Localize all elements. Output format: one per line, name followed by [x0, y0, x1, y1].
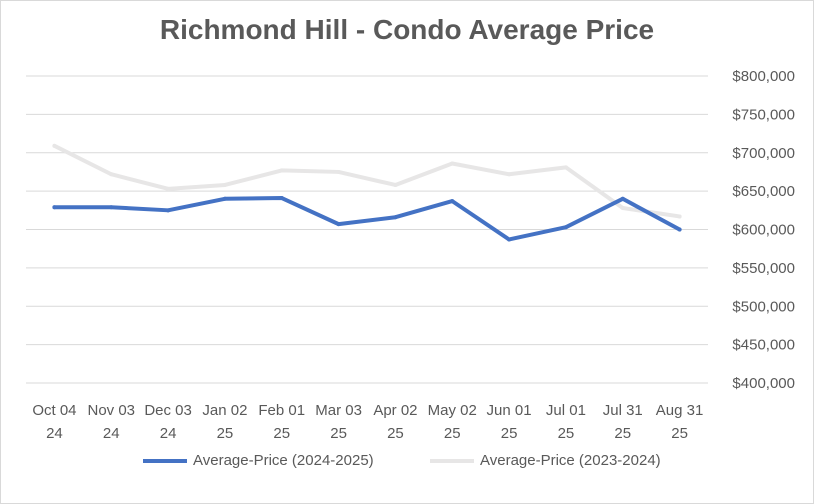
data-point: [507, 172, 512, 177]
x-tick-label: 25: [558, 425, 575, 442]
x-tick-label: Oct 04: [32, 402, 76, 419]
data-point: [393, 182, 398, 187]
x-tick-label: 25: [501, 425, 518, 442]
y-tick-label: $600,000: [732, 222, 795, 239]
x-tick-label: 25: [387, 425, 404, 442]
data-point: [166, 186, 171, 191]
x-tick-label: 24: [103, 425, 120, 442]
x-tick-label: 25: [273, 425, 290, 442]
x-tick-label: 24: [160, 425, 177, 442]
x-tick-label: 25: [217, 425, 234, 442]
x-tick-label: Jul 01: [546, 402, 586, 419]
data-point: [222, 182, 227, 187]
data-point: [279, 168, 284, 173]
legend-item: Average-Price (2023-2024): [430, 452, 661, 469]
x-tick-label: May 02: [428, 402, 477, 419]
x-tick-label: Aug 31: [656, 402, 704, 419]
data-point: [450, 199, 455, 204]
x-tick-label: 25: [671, 425, 688, 442]
x-tick-label: Feb 01: [258, 402, 305, 419]
x-tick-label: Dec 03: [144, 402, 192, 419]
data-point: [450, 161, 455, 166]
data-point: [336, 222, 341, 227]
x-tick-label: Nov 03: [87, 402, 135, 419]
y-tick-label: $650,000: [732, 183, 795, 200]
x-tick-label: Apr 02: [373, 402, 417, 419]
y-tick-label: $450,000: [732, 337, 795, 354]
legend-swatch: [143, 458, 187, 463]
data-point: [620, 196, 625, 201]
x-tick-label: 25: [444, 425, 461, 442]
series-line: [52, 143, 682, 219]
y-tick-label: $800,000: [732, 68, 795, 85]
data-point: [52, 143, 57, 148]
x-tick-label: 25: [330, 425, 347, 442]
legend-label: Average-Price (2024-2025): [193, 452, 374, 469]
data-point: [166, 208, 171, 213]
y-tick-label: $700,000: [732, 145, 795, 162]
data-point: [109, 205, 114, 210]
data-point: [563, 225, 568, 230]
y-tick-label: $750,000: [732, 106, 795, 123]
data-point: [393, 215, 398, 220]
data-point: [52, 205, 57, 210]
x-tick-label: 25: [614, 425, 631, 442]
legend-label: Average-Price (2023-2024): [480, 452, 661, 469]
y-tick-label: $400,000: [732, 375, 795, 392]
y-tick-label: $500,000: [732, 298, 795, 315]
data-point: [563, 165, 568, 170]
data-point: [222, 196, 227, 201]
legend-swatch: [430, 458, 474, 463]
data-point: [109, 172, 114, 177]
chart-title: Richmond Hill - Condo Average Price: [159, 14, 655, 45]
data-point: [620, 206, 625, 211]
x-tick-label: Jun 01: [487, 402, 532, 419]
data-point: [677, 227, 682, 232]
x-tick-label: Mar 03: [315, 402, 362, 419]
legend-item: Average-Price (2024-2025): [143, 452, 374, 469]
series-line: [52, 196, 682, 242]
data-point: [336, 169, 341, 174]
x-tick-label: Jul 31: [603, 402, 643, 419]
data-point: [507, 237, 512, 242]
x-tick-label: 24: [46, 425, 63, 442]
data-point: [677, 214, 682, 219]
x-tick-label: Jan 02: [202, 402, 247, 419]
data-point: [279, 196, 284, 201]
y-tick-label: $550,000: [732, 260, 795, 277]
